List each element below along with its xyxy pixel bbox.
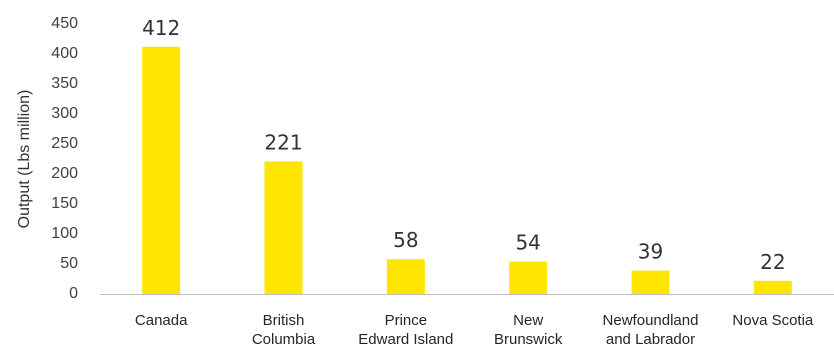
bars — [142, 46, 792, 294]
bar — [264, 161, 303, 294]
data-label: 39 — [638, 240, 663, 264]
bar — [753, 280, 792, 294]
y-tick-label: 350 — [51, 75, 78, 92]
y-axis-label: Output (Lbs million) — [16, 90, 33, 229]
y-tick-label: 150 — [51, 195, 78, 212]
y-tick-label: 400 — [51, 45, 78, 62]
y-tick-label: 100 — [51, 225, 78, 242]
bar — [386, 259, 425, 294]
bar — [631, 270, 670, 294]
x-tick-label: Nova Scotia — [732, 312, 814, 329]
data-label: 58 — [393, 228, 418, 252]
data-label: 22 — [760, 250, 785, 274]
y-tick-label: 200 — [51, 165, 78, 182]
x-tick-label: British Columbia — [252, 312, 316, 348]
bar — [509, 261, 548, 294]
y-axis-ticks: 0 50 100 150 200 250 300 350 400 450 — [51, 15, 78, 302]
data-label: 412 — [142, 16, 180, 40]
x-tick-label: Prince Edward Island — [358, 312, 453, 348]
bar — [142, 46, 181, 294]
y-tick-label: 300 — [51, 105, 78, 122]
x-axis-categories: Canada British Columbia Prince Edward Island… — [135, 312, 814, 348]
y-tick-label: 0 — [69, 285, 78, 302]
y-tick-label: 250 — [51, 135, 78, 152]
data-label: 221 — [264, 130, 302, 154]
x-tick-label: Canada — [135, 312, 188, 329]
y-tick-label: 450 — [51, 15, 78, 32]
y-tick-label: 50 — [60, 255, 78, 272]
data-labels: 412 221 58 54 39 22 — [142, 16, 785, 274]
data-label: 54 — [515, 231, 540, 255]
x-tick-label: New Brunswick — [494, 312, 563, 348]
x-tick-label: Newfoundland and Labrador — [603, 312, 699, 348]
